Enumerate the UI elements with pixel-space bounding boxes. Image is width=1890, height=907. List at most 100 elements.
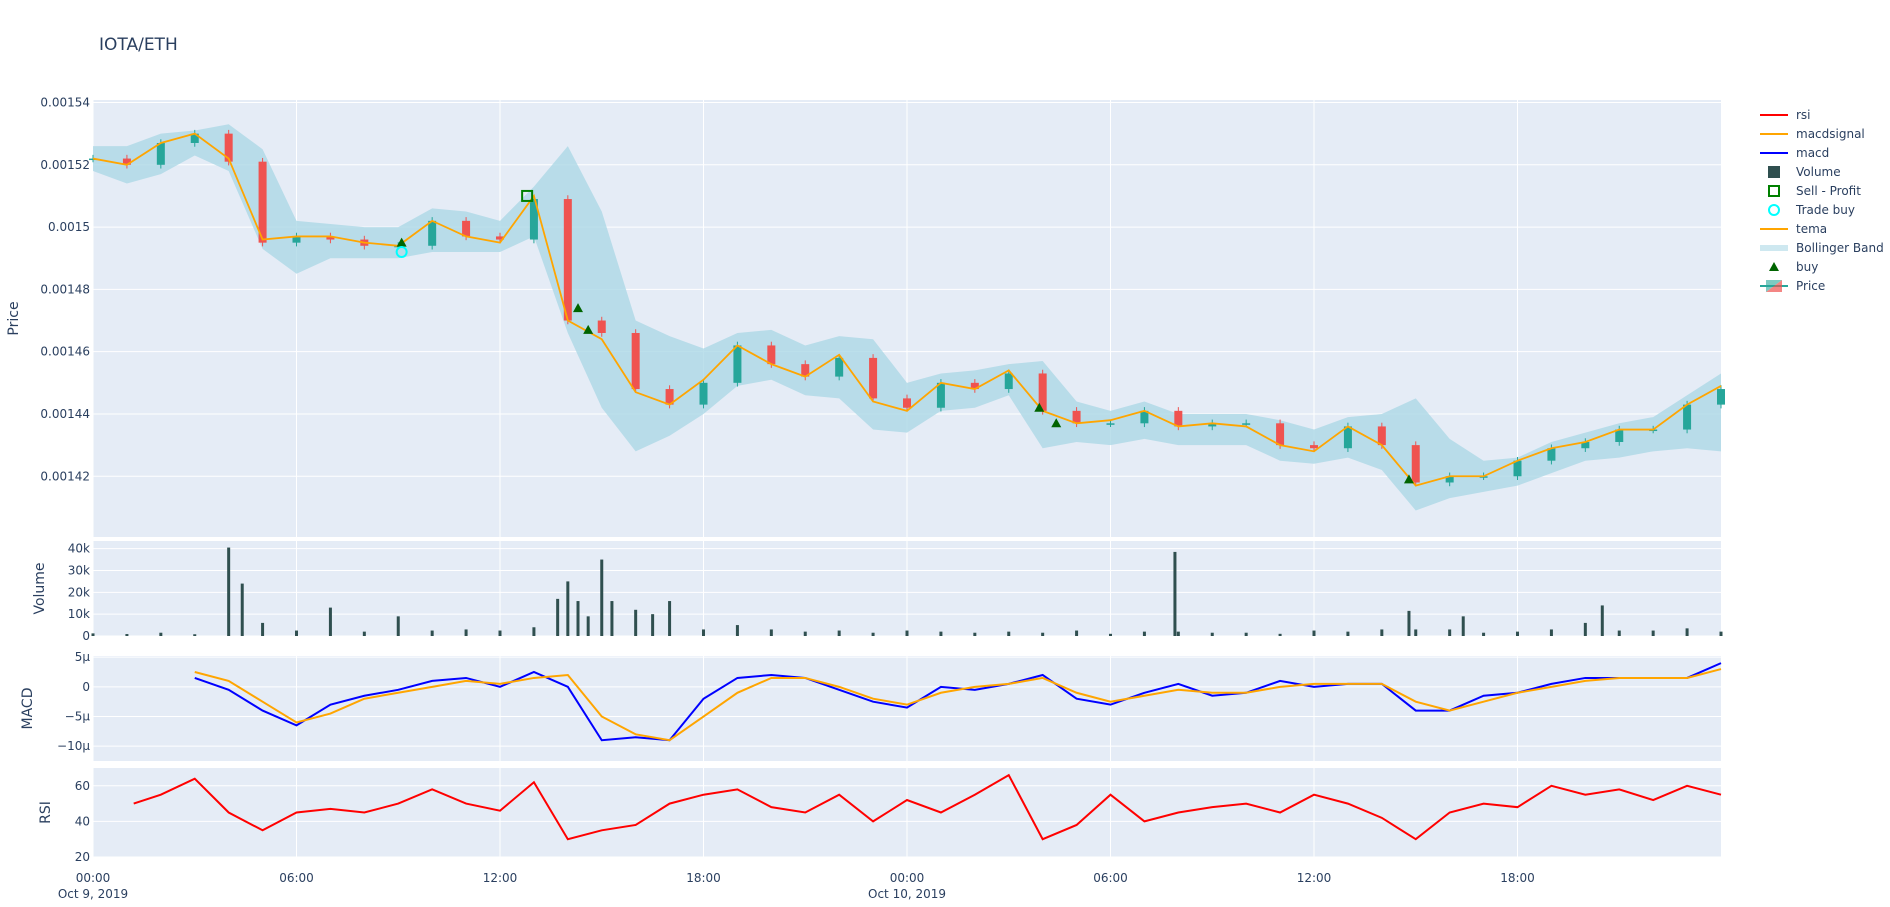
candle-body [563, 199, 572, 321]
volume-bar [1617, 630, 1621, 636]
candle-body [529, 199, 538, 240]
rsi-line [133, 773, 1722, 841]
volume-bar [1210, 632, 1214, 636]
legend-item[interactable]: tema [1760, 222, 1827, 236]
macd-line [194, 662, 1722, 742]
volume-bar [803, 631, 807, 636]
y-tick-label: 0.00142 [40, 469, 90, 483]
candle-body [801, 364, 810, 377]
legend-candle-down-icon [1766, 280, 1782, 292]
legend-label: tema [1796, 222, 1827, 236]
legend-label: Sell - Profit [1796, 184, 1861, 198]
volume-bar [261, 622, 265, 636]
x-tick-label: 12:00 [1297, 871, 1332, 885]
volume-bar [1516, 631, 1519, 636]
volume-bar [1041, 632, 1045, 636]
legend-item[interactable]: Bollinger Band [1760, 241, 1884, 255]
sell-profit-marker [521, 189, 534, 202]
volume-bar [193, 634, 197, 636]
candle-body [496, 236, 504, 240]
y-tick-label: 40k [68, 542, 90, 556]
y-tick-label: −5µ [65, 710, 91, 724]
legend-triangle-icon [1769, 262, 1779, 271]
candle-body [597, 320, 606, 333]
volume-bar [610, 601, 614, 636]
y-tick-label: 60 [75, 779, 90, 793]
legend-item[interactable]: macd [1760, 146, 1829, 160]
legend-label: macd [1796, 146, 1829, 160]
candle-body [1208, 423, 1217, 427]
volume-bar [586, 616, 590, 636]
volume-bar [1549, 629, 1553, 636]
volume-bar [735, 625, 739, 636]
rsi-panel: 20 40 60 RSI [38, 768, 1722, 864]
buy-marker [396, 237, 407, 247]
y-tick-label: 30k [68, 563, 90, 577]
candle-body [224, 133, 233, 162]
volume-bar [240, 583, 244, 636]
y-tick-label: 0 [82, 680, 90, 694]
candle-body [1242, 423, 1251, 425]
volume-bar [973, 632, 977, 636]
bollinger-band [93, 124, 1721, 511]
volume-bar [871, 632, 875, 636]
buy-marker [1034, 402, 1045, 412]
legend-item[interactable]: Price [1760, 279, 1825, 293]
volume-bar [159, 632, 163, 636]
candle-body [835, 357, 844, 377]
y-tick-label: 0.00154 [40, 95, 90, 109]
volume-bar [702, 629, 705, 636]
candle-body [1445, 476, 1454, 483]
volume-bar [1651, 630, 1655, 636]
legend[interactable]: rsi macdsignal macd Volume Sell - Profit Trad… [1760, 108, 1884, 293]
legend-item[interactable]: Volume [1768, 165, 1841, 179]
x-date-label: Oct 10, 2019 [868, 887, 946, 901]
buy-marker [583, 324, 594, 334]
volume-bar [905, 630, 909, 636]
y-tick-label: 0.00146 [40, 345, 90, 359]
candle-body [1683, 404, 1692, 430]
candle-body [190, 133, 199, 143]
x-tick-label: 06:00 [279, 871, 314, 885]
volume-bar [769, 629, 773, 636]
legend-item[interactable]: rsi [1760, 108, 1811, 122]
candle-body [1072, 410, 1081, 424]
y-axis-title: MACD [20, 688, 36, 730]
x-tick-label: 12:00 [483, 871, 518, 885]
candle-body [665, 389, 674, 405]
legend-item[interactable]: Trade buy [1768, 203, 1855, 217]
volume-bar [939, 631, 943, 636]
volume-bar [1407, 610, 1411, 636]
candle-body [1140, 410, 1149, 424]
candle-body [326, 236, 335, 240]
legend-circle-icon [1768, 204, 1780, 216]
candle-body [1547, 448, 1556, 461]
candle-body [462, 220, 471, 237]
volume-bar [576, 601, 580, 636]
legend-label: rsi [1796, 108, 1811, 122]
legend-item[interactable]: Sell - Profit [1768, 184, 1861, 198]
candle-body [1343, 426, 1352, 449]
trade-buy-marker [395, 246, 408, 258]
legend-item[interactable]: macdsignal [1760, 127, 1865, 141]
candle-body [936, 382, 945, 408]
volume-bar [1600, 605, 1604, 636]
volume-bar [532, 627, 536, 636]
legend-label: Bollinger Band [1796, 241, 1884, 255]
volume-bar [1312, 630, 1316, 636]
legend-label: Trade buy [1795, 203, 1855, 217]
y-axis-title: Volume [32, 562, 48, 614]
volume-bar [464, 629, 468, 636]
volume-bar [91, 633, 95, 636]
legend-square-outline-icon [1768, 185, 1780, 197]
candle-body [733, 345, 742, 383]
volume-bar [1461, 616, 1465, 636]
volume-bar [1244, 632, 1248, 636]
volume-bar [295, 630, 298, 636]
volume-bar [498, 630, 502, 636]
macd-panel: 5µ 0 −5µ −10µ MACD [20, 650, 1722, 761]
candle-body [1106, 423, 1115, 425]
legend-item[interactable]: buy [1769, 260, 1818, 274]
volume-bar [328, 607, 332, 636]
buy-marker [1051, 418, 1062, 428]
